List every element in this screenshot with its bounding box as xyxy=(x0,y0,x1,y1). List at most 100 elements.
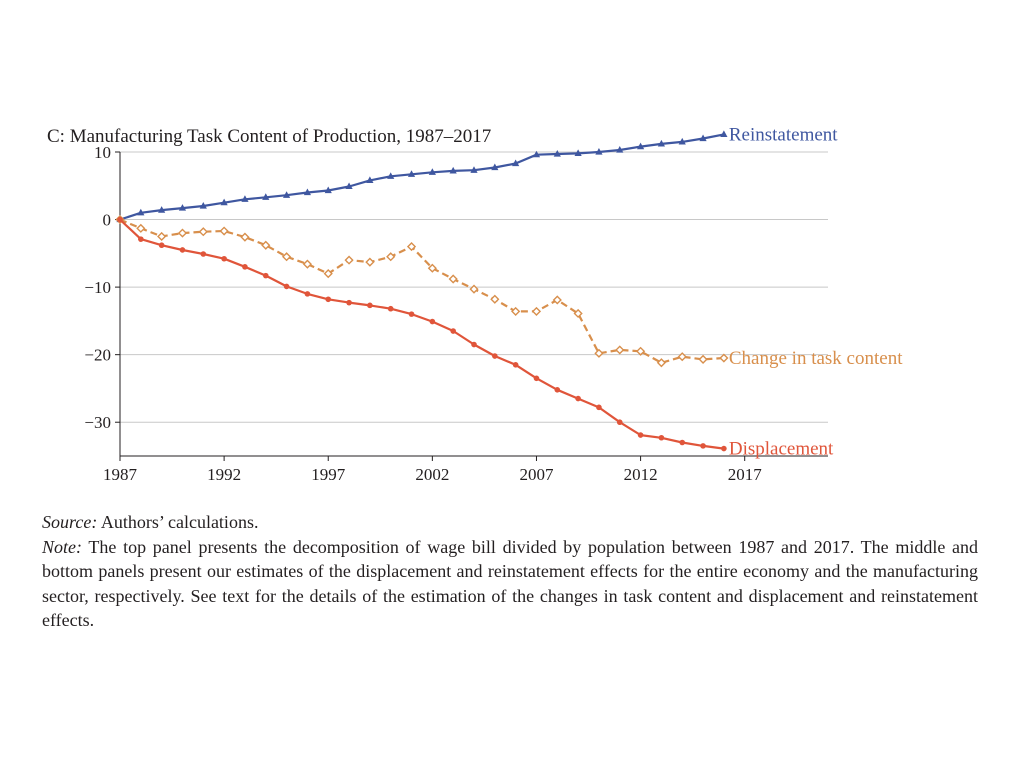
data-point xyxy=(179,247,186,253)
data-point xyxy=(698,354,708,364)
note-text: The top panel presents the decomposition… xyxy=(42,536,978,631)
data-point xyxy=(158,206,166,213)
data-point xyxy=(656,358,667,368)
y-tick-label: 10 xyxy=(94,143,111,162)
data-point xyxy=(242,264,248,270)
data-point xyxy=(200,251,207,257)
data-point xyxy=(427,263,437,273)
series-displacement: Displacement xyxy=(117,216,834,460)
data-point xyxy=(345,182,353,190)
data-point xyxy=(158,242,165,249)
data-point xyxy=(677,352,687,362)
source-line: Source: Authors’ calculations. xyxy=(42,510,978,535)
data-point xyxy=(366,176,374,183)
series-label-change-in-task-content: Change in task content xyxy=(729,348,903,369)
data-point xyxy=(636,142,645,150)
data-point xyxy=(637,432,644,438)
data-point xyxy=(199,202,207,209)
data-point xyxy=(533,375,540,382)
series-line-reinstatement xyxy=(119,133,725,221)
data-point xyxy=(221,255,227,262)
data-point xyxy=(346,299,352,306)
data-point xyxy=(575,395,581,402)
data-point xyxy=(658,434,665,441)
data-point xyxy=(386,252,396,262)
series-reinstatement: Reinstatement xyxy=(116,124,838,223)
data-point xyxy=(532,150,541,158)
data-point xyxy=(471,341,477,348)
data-point xyxy=(678,137,686,145)
data-point xyxy=(721,445,727,452)
data-point xyxy=(138,236,144,242)
x-tick-label: 1987 xyxy=(103,465,138,484)
data-point xyxy=(344,255,354,265)
data-point xyxy=(512,159,520,167)
data-point xyxy=(511,306,521,317)
data-point xyxy=(720,130,728,138)
series-label-reinstatement: Reinstatement xyxy=(729,124,838,145)
data-point xyxy=(262,193,270,200)
y-tick-label: −10 xyxy=(84,278,111,297)
note-paragraph: Note: The top panel presents the decompo… xyxy=(42,535,978,633)
data-point xyxy=(302,259,313,269)
data-point xyxy=(596,404,602,411)
chart-title: C: Manufacturing Task Content of Product… xyxy=(47,126,492,147)
data-point xyxy=(449,166,457,174)
data-point xyxy=(574,149,582,156)
data-point xyxy=(325,296,332,303)
data-point xyxy=(198,227,208,237)
data-point xyxy=(323,269,333,279)
data-point xyxy=(657,139,666,147)
data-point xyxy=(491,163,499,171)
data-point xyxy=(492,353,498,359)
x-tick-label: 2007 xyxy=(519,465,554,484)
data-point xyxy=(616,419,623,426)
figure-caption: Source: Authors’ calculations. Note: The… xyxy=(42,510,978,633)
data-point xyxy=(616,145,624,153)
y-tick-label: −20 xyxy=(84,346,111,365)
data-point xyxy=(450,328,456,334)
data-point xyxy=(281,252,292,262)
series-change-in-task-content: Change in task content xyxy=(115,214,903,369)
data-point xyxy=(387,172,395,179)
x-tick-label: 2002 xyxy=(415,465,449,484)
x-tick-label: 1992 xyxy=(207,465,241,484)
source-label: Source: xyxy=(42,512,98,532)
series-line-change-in-task-content xyxy=(119,218,724,364)
data-point xyxy=(157,231,167,242)
data-point xyxy=(367,302,373,309)
data-point xyxy=(594,348,604,358)
data-point xyxy=(408,311,415,317)
data-point xyxy=(137,208,145,216)
data-point xyxy=(552,295,562,305)
data-point xyxy=(554,386,561,393)
data-point xyxy=(428,168,436,175)
data-point xyxy=(699,134,707,142)
data-point xyxy=(282,191,291,198)
data-point xyxy=(220,198,228,206)
data-point xyxy=(553,150,561,157)
data-point xyxy=(262,272,269,279)
note-label: Note: xyxy=(42,536,82,557)
series-layer: Reinstatement Change in task content Displ… xyxy=(115,124,903,460)
data-point xyxy=(136,223,146,233)
data-point xyxy=(700,443,706,449)
data-point xyxy=(177,228,188,238)
data-point xyxy=(719,353,729,363)
axes xyxy=(115,151,828,461)
series-label-displacement: Displacement xyxy=(729,439,834,460)
data-point xyxy=(679,439,686,446)
data-point xyxy=(241,195,249,202)
series-line-displacement xyxy=(119,218,725,450)
data-point xyxy=(365,257,375,267)
data-point xyxy=(304,291,311,297)
data-point xyxy=(531,306,542,317)
data-point xyxy=(406,241,417,252)
y-tick-label: −30 xyxy=(84,413,111,432)
data-point xyxy=(324,186,332,194)
data-point xyxy=(615,345,625,355)
data-point xyxy=(407,170,416,177)
data-point xyxy=(219,226,229,236)
data-point xyxy=(470,166,478,173)
y-tick-label: 0 xyxy=(103,211,112,230)
